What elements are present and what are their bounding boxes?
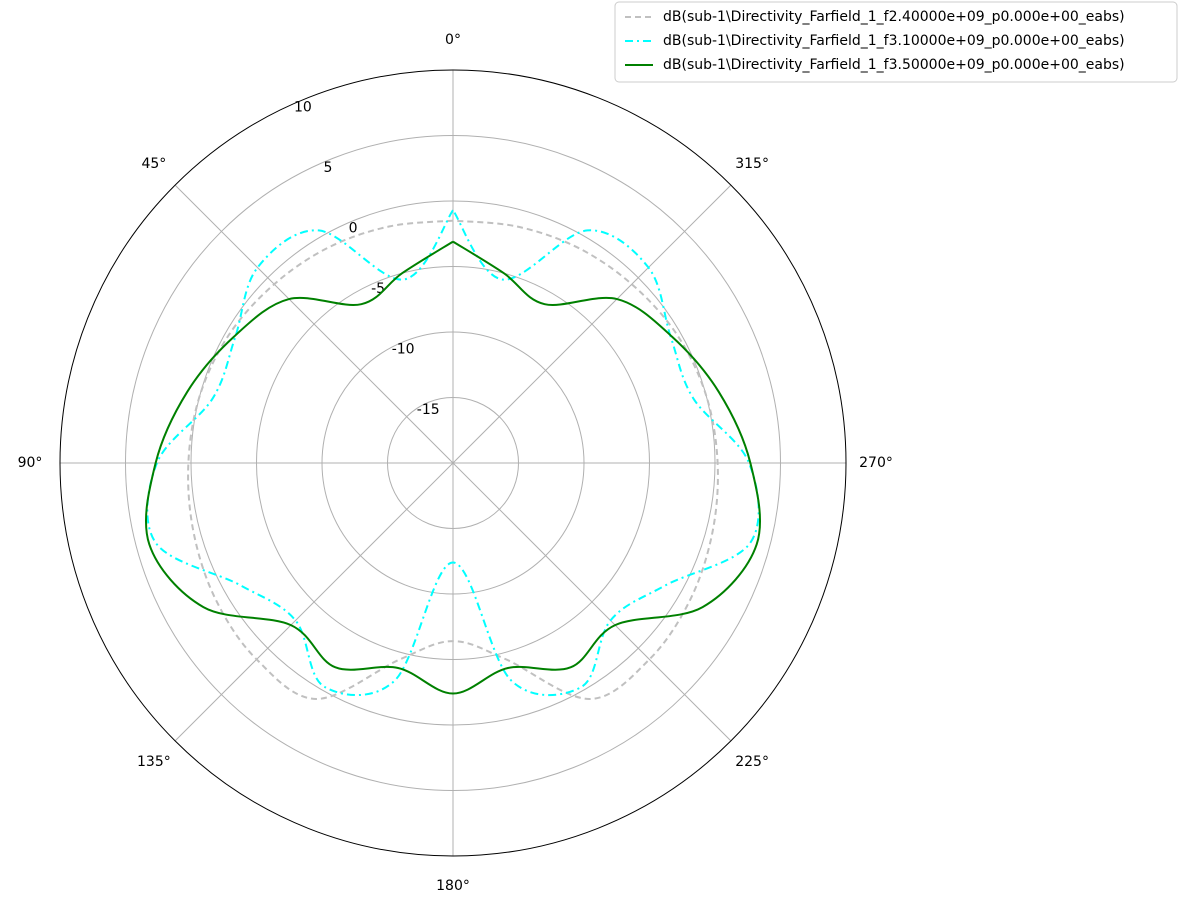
legend-label: dB(sub-1\Directivity_Farfield_1_f2.40000… [663,9,1125,25]
grid-spoke [452,462,732,742]
theta-tick-label: 45° [141,156,166,172]
series-line [144,240,762,695]
grid-spoke [174,462,454,742]
r-tick-label: -10 [392,342,415,358]
theta-tick-label: 180° [436,878,470,894]
legend: dB(sub-1\Directivity_Farfield_1_f2.40000… [614,1,1178,83]
r-tick-label: 10 [294,99,312,115]
theta-tick-label: 0° [445,32,461,48]
theta-tick-label: 270° [859,455,893,471]
theta-tick-label: 225° [735,754,769,770]
grid-spoke [452,184,732,464]
legend-box [614,1,1178,83]
theta-tick-label: 135° [137,754,171,770]
legend-label: dB(sub-1\Directivity_Farfield_1_f3.50000… [663,57,1125,73]
series-line [187,219,719,700]
legend-label: dB(sub-1\Directivity_Farfield_1_f3.10000… [663,33,1125,49]
grid-spoke [174,184,454,464]
theta-tick-label: 315° [735,156,769,172]
r-tick-label: -15 [417,402,440,418]
theta-tick-label: 90° [18,455,43,471]
plot-frame [59,69,847,857]
series-line [146,209,760,697]
r-tick-label: 5 [324,160,333,176]
r-tick-label: 0 [349,220,358,236]
